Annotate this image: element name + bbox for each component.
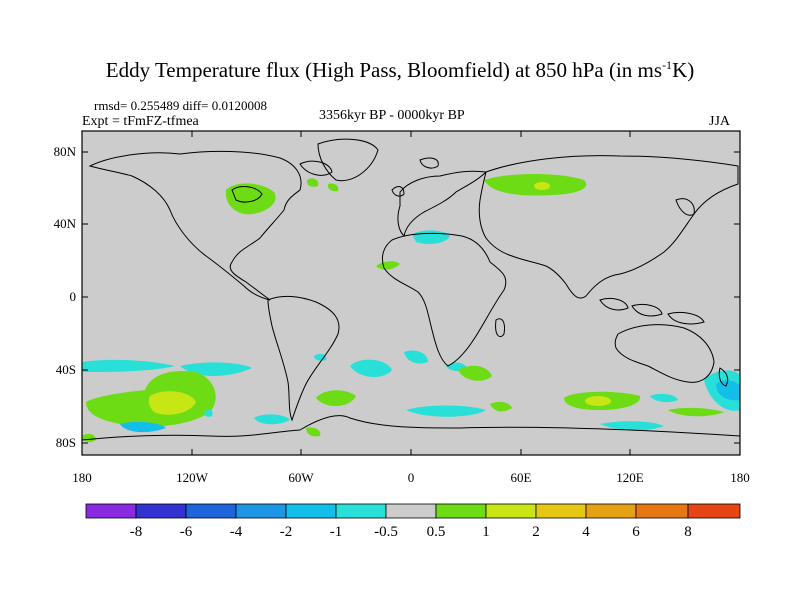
lon-label-0: 0 (408, 470, 415, 485)
lon-label-60e: 60E (511, 470, 532, 485)
colorbar-box-5 (335, 503, 387, 519)
lon-label-180w: 180 (72, 470, 92, 485)
lon-axis (81, 131, 741, 455)
experiment-label: Expt = tFmFZ-tfmea (82, 114, 199, 129)
colorbar-label-1: -6 (180, 524, 193, 540)
colorbar-label-5: -0.5 (374, 524, 398, 540)
colorbar-box-1 (135, 503, 187, 519)
colorbar-box-6 (385, 503, 437, 519)
chart-title: Eddy Temperature flux (High Pass, Bloomf… (105, 58, 695, 82)
lon-label-120w: 120W (176, 470, 209, 485)
lat-label-40s: 40S (56, 362, 76, 377)
colorbar-box-0 (85, 503, 137, 519)
colorbar-label-0: -8 (130, 524, 143, 540)
anomaly-fills (82, 174, 740, 443)
colorbar (85, 503, 741, 519)
season-label: JJA (709, 114, 731, 129)
colorbar-label-3: -2 (280, 524, 293, 540)
colorbar-label-6: 0.5 (427, 524, 446, 540)
anomaly-hudson (225, 183, 276, 215)
stats-label: rmsd= 0.255489 diff= 0.0120008 (94, 98, 267, 113)
colorbar-box-10 (585, 503, 637, 519)
lat-label-80n: 80N (54, 144, 77, 159)
lat-axis (82, 151, 740, 444)
colorbar-label-8: 2 (532, 524, 540, 540)
lon-label-60w: 60W (288, 470, 314, 485)
lat-label-80s: 80S (56, 435, 76, 450)
colorbar-label-7: 1 (482, 524, 490, 540)
colorbar-box-8 (485, 503, 537, 519)
colorbar-box-12 (687, 503, 741, 519)
lat-label-0: 0 (70, 289, 77, 304)
anomaly-south-pacific-negative (82, 359, 175, 372)
colorbar-box-3 (235, 503, 287, 519)
colorbar-box-11 (635, 503, 689, 519)
lat-label-40n: 40N (54, 216, 77, 231)
colorbar-label-9: 4 (582, 524, 590, 540)
colorbar-box-7 (435, 503, 487, 519)
colorbar-box-2 (185, 503, 237, 519)
colorbar-box-4 (285, 503, 337, 519)
colorbar-box-9 (535, 503, 587, 519)
colorbar-label-11: 8 (684, 524, 692, 540)
coastlines (82, 138, 740, 441)
colorbar-label-4: -1 (330, 524, 343, 540)
colorbar-label-2: -4 (230, 524, 243, 540)
lon-label-180e: 180 (730, 470, 750, 485)
period-label: 3356kyr BP - 0000kyr BP (319, 108, 465, 123)
lon-label-120e: 120E (616, 470, 644, 485)
colorbar-label-10: 6 (632, 524, 640, 540)
